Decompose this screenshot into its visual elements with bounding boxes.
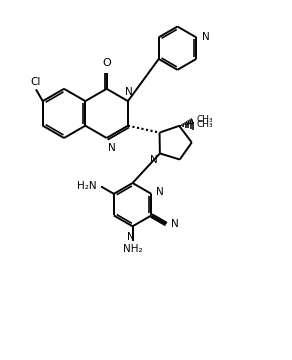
Text: Cl: Cl — [31, 77, 41, 87]
Text: CH₃: CH₃ — [197, 114, 213, 123]
Text: N: N — [125, 87, 133, 97]
Text: N: N — [127, 233, 135, 242]
Text: N: N — [108, 143, 116, 153]
Text: H₂N: H₂N — [77, 181, 97, 192]
Text: NH₂: NH₂ — [123, 244, 142, 255]
Text: CH₃: CH₃ — [196, 120, 213, 129]
Text: N: N — [156, 188, 164, 198]
Text: N: N — [171, 219, 178, 229]
Text: O: O — [102, 58, 111, 68]
Text: N: N — [150, 155, 158, 165]
Text: N: N — [202, 32, 210, 42]
